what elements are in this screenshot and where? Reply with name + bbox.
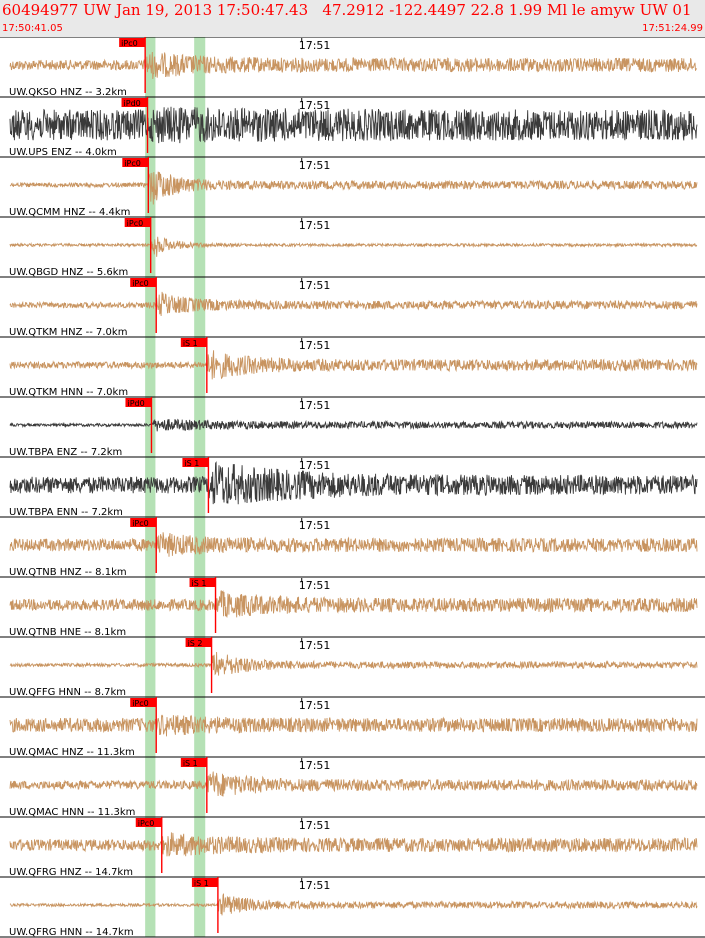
waveform-trace xyxy=(9,771,698,797)
station-label: UW.QTKM HNZ -- 7.0km xyxy=(9,327,127,338)
time-tick-label: 17:51 xyxy=(299,579,331,592)
station-label: UW.UPS ENZ -- 4.0km xyxy=(9,147,117,158)
waveform-trace xyxy=(9,106,698,144)
time-tick-label: 17:51 xyxy=(299,39,331,52)
time-tick-label: 17:51 xyxy=(299,339,331,352)
time-tick-label: 17:51 xyxy=(299,759,331,772)
waveform-trace xyxy=(9,532,698,557)
pick-flag xyxy=(191,878,218,887)
station-label: UW.QTKM HNN -- 7.0km xyxy=(9,387,128,398)
pick-label: iS 1 xyxy=(194,879,209,888)
pick-label: iPd0 xyxy=(124,99,141,108)
waveform-trace xyxy=(9,714,698,737)
pick-label: iPc0 xyxy=(132,279,149,288)
start-time: 17:50:41.05 xyxy=(2,23,63,34)
time-tick-label: 17:51 xyxy=(299,699,331,712)
pick-flag xyxy=(119,38,146,47)
station-label: UW.QMAC HNN -- 11.3km xyxy=(9,807,135,818)
waveform-trace xyxy=(9,418,698,432)
pick-label: iPd0 xyxy=(127,399,144,408)
time-tick-label: 17:51 xyxy=(299,639,331,652)
time-tick-label: 17:51 xyxy=(299,159,331,172)
waveform-trace xyxy=(9,589,698,618)
station-label: UW.QCMM HNZ -- 4.4km xyxy=(9,207,130,218)
waveform-trace xyxy=(9,291,698,317)
pick-flag xyxy=(189,578,216,587)
pick-flag xyxy=(135,818,162,827)
pick-flag xyxy=(125,398,152,407)
station-label: UW.TBPA ENZ -- 7.2km xyxy=(9,447,122,458)
station-label: UW.QFRG HNN -- 14.7km xyxy=(9,927,134,938)
pick-flag xyxy=(130,278,157,287)
pick-label: iS 1 xyxy=(183,339,198,348)
waveform-trace xyxy=(9,893,698,916)
pick-label: iS 2 xyxy=(188,639,203,648)
pick-label: iPc0 xyxy=(124,159,141,168)
pick-flag xyxy=(180,758,207,767)
station-label: UW.TBPA ENN -- 7.2km xyxy=(9,507,123,518)
station-label: UW.QKSO HNZ -- 3.2km xyxy=(9,87,127,98)
pick-label: iS 1 xyxy=(184,459,199,468)
pick-flag xyxy=(130,518,157,527)
waveform-trace xyxy=(9,461,698,505)
station-label: UW.QMAC HNZ -- 11.3km xyxy=(9,747,135,758)
station-label: UW.QFFG HNN -- 8.7km xyxy=(9,687,126,698)
pick-label: iPc0 xyxy=(121,39,138,48)
waveform-trace xyxy=(9,51,698,79)
waveform-trace xyxy=(9,171,698,205)
waveform-trace xyxy=(9,651,698,676)
waveform-trace xyxy=(9,350,698,380)
pick-flag xyxy=(182,458,209,467)
event-title: 60494977 UW Jan 19, 2013 17:50:47.43 47.… xyxy=(2,1,705,19)
pick-flag xyxy=(180,338,207,347)
time-tick-label: 17:51 xyxy=(299,459,331,472)
pick-label: iPc0 xyxy=(132,699,149,708)
pick-flag xyxy=(124,218,151,227)
pick-label: iPc0 xyxy=(138,819,155,828)
station-label: UW.QFRG HNZ -- 14.7km xyxy=(9,867,133,878)
time-tick-label: 17:51 xyxy=(299,99,331,112)
header-bar: 60494977 UW Jan 19, 2013 17:50:47.43 47.… xyxy=(0,0,705,37)
pick-label: iPc0 xyxy=(127,219,144,228)
time-tick-label: 17:51 xyxy=(299,519,331,532)
time-tick-label: 17:51 xyxy=(299,399,331,412)
pick-flag xyxy=(122,158,149,167)
station-label: UW.QBGD HNZ -- 5.6km xyxy=(9,267,128,278)
time-tick-label: 17:51 xyxy=(299,219,331,232)
end-time: 17:51:24.99 xyxy=(642,23,703,34)
time-tick-label: 17:51 xyxy=(299,879,331,892)
waveform-trace xyxy=(9,832,698,857)
time-tick-label: 17:51 xyxy=(299,819,331,832)
station-label: UW.QTNB HNE -- 8.1km xyxy=(9,627,126,638)
pick-label: iS 1 xyxy=(183,759,198,768)
waveform-trace xyxy=(9,236,698,257)
pick-label: iS 1 xyxy=(192,579,207,588)
pick-label: iPc0 xyxy=(132,519,149,528)
pick-flag xyxy=(121,98,148,107)
pick-flag xyxy=(185,638,212,647)
pick-flag xyxy=(130,698,157,707)
time-tick-label: 17:51 xyxy=(299,279,331,292)
station-label: UW.QTNB HNZ -- 8.1km xyxy=(9,567,127,578)
